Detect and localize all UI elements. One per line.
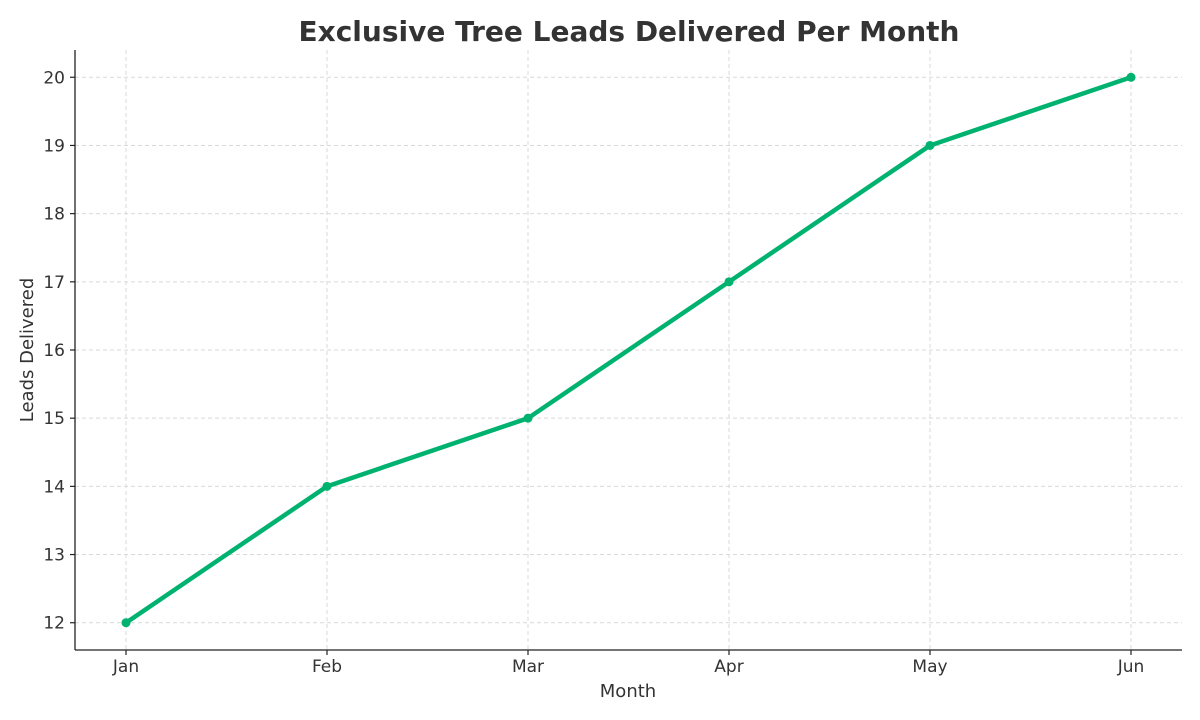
x-tick-label-mar: Mar [512, 657, 544, 677]
y-tick-label: 14 [43, 477, 65, 497]
y-axis-title: Leads Delivered [17, 278, 38, 423]
y-tick-label: 12 [43, 614, 65, 634]
series [121, 72, 1136, 628]
x-tick-label-jun: Jun [1117, 657, 1145, 677]
y-tick-label: 13 [43, 546, 65, 566]
ticks: 12 13 14 15 16 17 18 19 20 Jan Feb Mar Apr May Jun [43, 68, 1144, 677]
data-point-apr [724, 277, 734, 287]
y-tick-label: 20 [43, 68, 65, 88]
data-point-may [925, 140, 935, 150]
x-tick-label-feb: Feb [312, 657, 342, 677]
y-tick-label: 17 [43, 273, 65, 293]
x-tick-label-apr: Apr [714, 657, 743, 677]
data-point-jan [121, 618, 131, 628]
series-line [123, 75, 1134, 625]
y-tick-label: 15 [43, 409, 65, 429]
x-tick-label-jan: Jan [112, 657, 139, 677]
x-tick-label-may: May [912, 657, 947, 677]
data-point-mar [523, 413, 533, 423]
data-point-feb [322, 481, 332, 491]
y-tick-label: 18 [43, 205, 65, 225]
data-point-jun [1126, 72, 1136, 82]
y-tick-label: 19 [43, 136, 65, 156]
y-tick-label: 16 [43, 341, 65, 361]
x-axis-title: Month [600, 681, 656, 702]
chart-title: Exclusive Tree Leads Delivered Per Month [299, 15, 960, 48]
